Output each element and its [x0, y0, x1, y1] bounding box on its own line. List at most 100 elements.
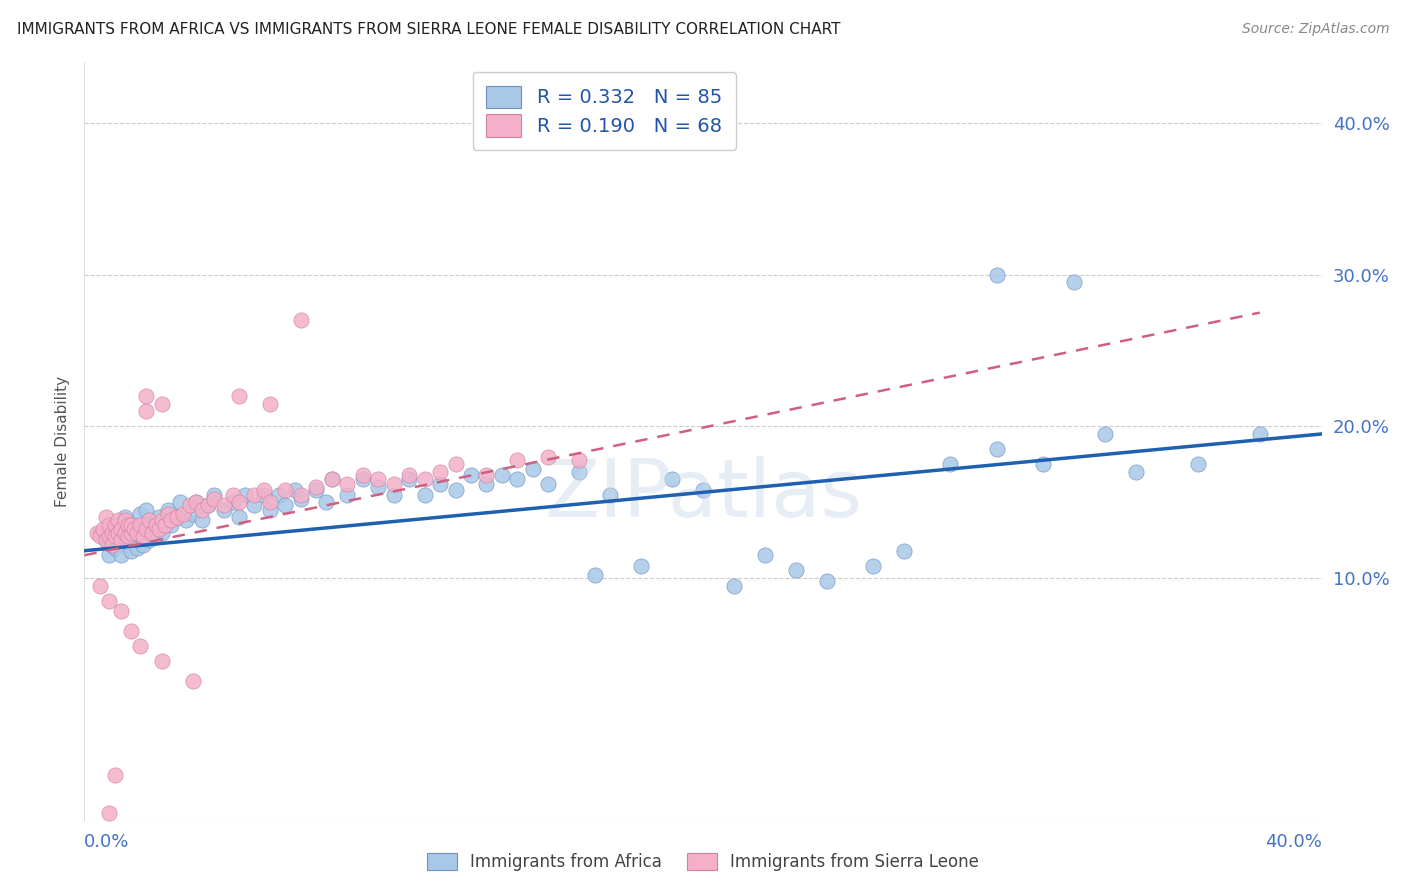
Point — [156, 508, 179, 522]
Point — [197, 498, 219, 512]
Point — [228, 389, 250, 403]
Point — [86, 525, 108, 540]
Point — [153, 517, 176, 532]
Point — [568, 465, 591, 479]
Point — [107, 513, 129, 527]
Point — [939, 457, 962, 471]
Point — [661, 473, 683, 487]
Point — [114, 510, 136, 524]
Text: 0.0%: 0.0% — [84, 833, 129, 851]
Point — [107, 533, 129, 547]
Point — [107, 525, 129, 540]
Point — [290, 313, 312, 327]
Point — [599, 487, 621, 501]
Point — [117, 533, 139, 547]
Point — [336, 487, 359, 501]
Point — [138, 513, 160, 527]
Point — [98, 594, 121, 608]
Point — [413, 487, 436, 501]
Point — [222, 487, 245, 501]
Point — [197, 498, 219, 512]
Point — [94, 533, 117, 547]
Y-axis label: Female Disability: Female Disability — [55, 376, 70, 508]
Point — [104, 517, 127, 532]
Point — [117, 528, 139, 542]
Text: ZIPatlas: ZIPatlas — [544, 456, 862, 533]
Point — [259, 503, 281, 517]
Point — [367, 480, 389, 494]
Point — [413, 473, 436, 487]
Point — [135, 503, 157, 517]
Point — [382, 477, 405, 491]
Point — [129, 517, 152, 532]
Point — [228, 495, 250, 509]
Point — [336, 477, 359, 491]
Point — [89, 578, 111, 592]
Point — [321, 473, 343, 487]
Point — [148, 510, 170, 524]
Point — [160, 513, 183, 527]
Point — [122, 523, 145, 537]
Point — [98, 528, 121, 542]
Point — [114, 528, 136, 542]
Point — [367, 473, 389, 487]
Legend: R = 0.332   N = 85, R = 0.190   N = 68: R = 0.332 N = 85, R = 0.190 N = 68 — [472, 72, 735, 150]
Point — [120, 525, 142, 540]
Point — [132, 528, 155, 542]
Text: 40.0%: 40.0% — [1265, 833, 1322, 851]
Point — [352, 467, 374, 482]
Point — [110, 533, 132, 547]
Point — [475, 477, 498, 491]
Point — [986, 268, 1008, 282]
Point — [110, 604, 132, 618]
Point — [150, 655, 173, 669]
Point — [893, 543, 915, 558]
Point — [98, 806, 121, 821]
Point — [522, 462, 544, 476]
Point — [233, 487, 256, 501]
Point — [444, 457, 467, 471]
Point — [114, 525, 136, 540]
Point — [723, 578, 745, 592]
Point — [1063, 275, 1085, 289]
Point — [243, 487, 266, 501]
Point — [89, 525, 111, 540]
Point — [184, 495, 207, 509]
Point — [191, 513, 214, 527]
Point — [129, 528, 152, 542]
Point — [986, 442, 1008, 457]
Point — [135, 525, 157, 540]
Point — [583, 568, 606, 582]
Point — [181, 508, 204, 522]
Point — [506, 452, 529, 467]
Point — [305, 483, 328, 497]
Point — [117, 517, 139, 532]
Point — [141, 525, 163, 540]
Point — [475, 467, 498, 482]
Point — [202, 492, 225, 507]
Point — [1187, 457, 1209, 471]
Point — [129, 639, 152, 653]
Point — [122, 517, 145, 532]
Point — [150, 525, 173, 540]
Point — [243, 498, 266, 512]
Point — [815, 574, 838, 588]
Point — [222, 495, 245, 509]
Point — [169, 495, 191, 509]
Point — [290, 492, 312, 507]
Point — [630, 558, 652, 573]
Point — [176, 513, 198, 527]
Point — [150, 396, 173, 410]
Point — [153, 517, 176, 532]
Point — [352, 473, 374, 487]
Point — [274, 483, 297, 497]
Point — [537, 477, 560, 491]
Point — [305, 480, 328, 494]
Point — [166, 510, 188, 524]
Point — [156, 503, 179, 517]
Point — [135, 404, 157, 418]
Point — [692, 483, 714, 497]
Legend: Immigrants from Africa, Immigrants from Sierra Leone: Immigrants from Africa, Immigrants from … — [419, 845, 987, 880]
Point — [537, 450, 560, 464]
Point — [1032, 457, 1054, 471]
